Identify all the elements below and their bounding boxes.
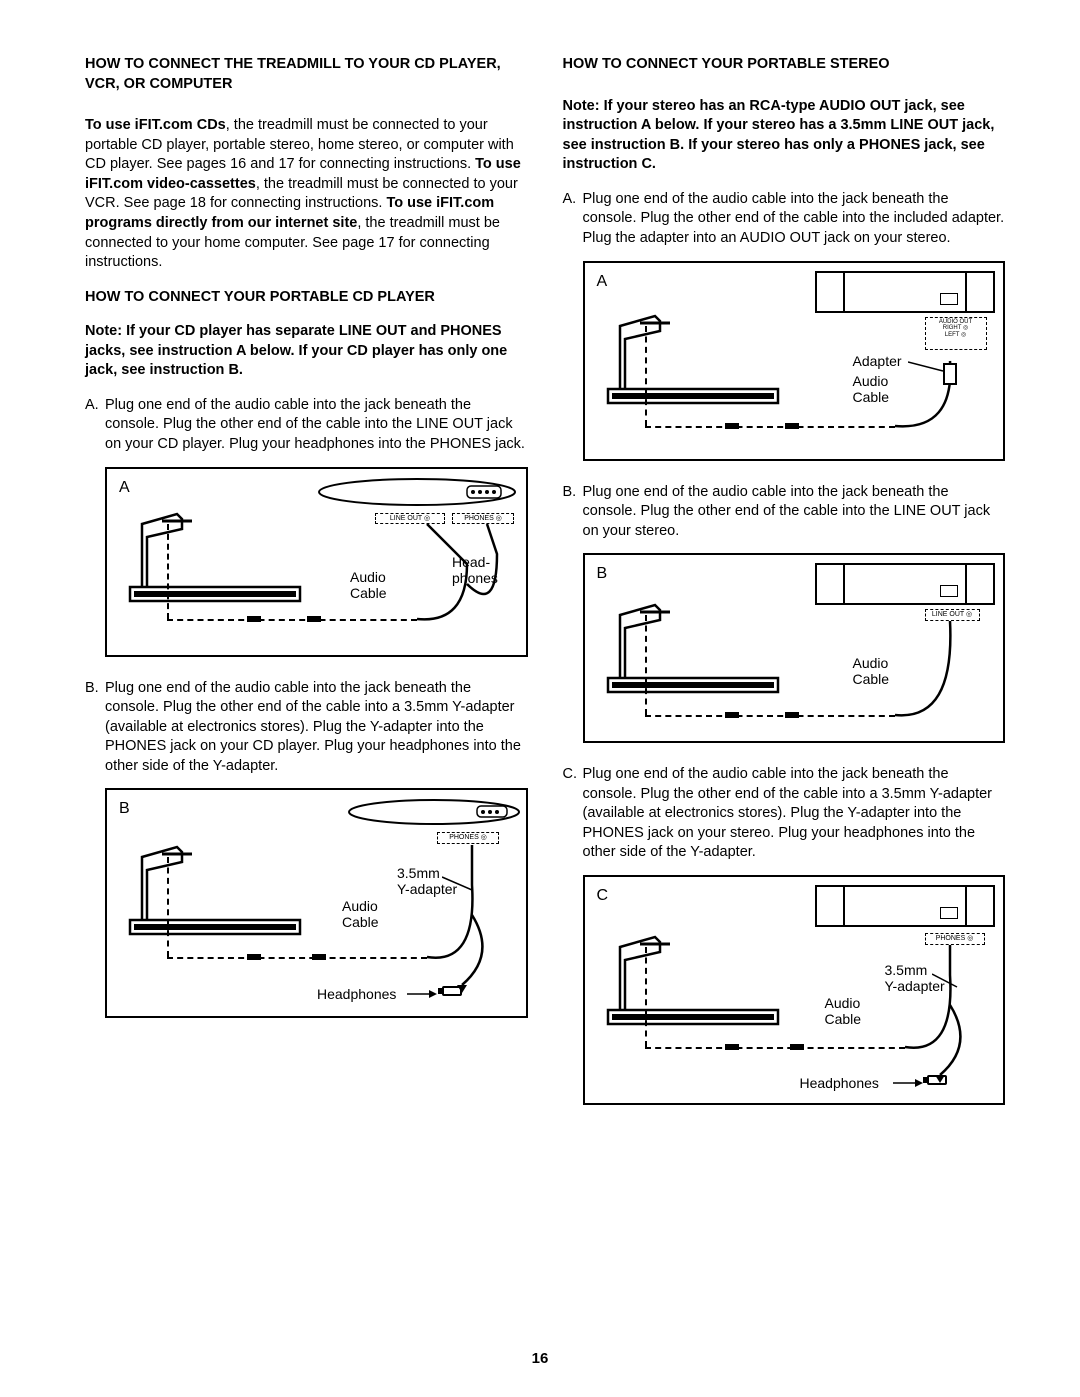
plug-icon bbox=[790, 1044, 804, 1050]
lineout-jack: LINE OUT bbox=[925, 609, 980, 621]
phones-jack: PHONES bbox=[437, 832, 499, 844]
left-intro: To use iFIT.com CDs, the treadmill must … bbox=[85, 116, 528, 273]
fig-label: B bbox=[119, 798, 130, 820]
marker-b: B. bbox=[563, 483, 583, 542]
audio-cable bbox=[167, 619, 417, 621]
fig-label: A bbox=[597, 271, 608, 293]
audio-cable-label: Audio Cable bbox=[342, 898, 379, 930]
plug-icon bbox=[785, 712, 799, 718]
fig-label: B bbox=[597, 563, 608, 585]
plug-icon bbox=[307, 616, 321, 622]
cable-down bbox=[645, 326, 647, 426]
marker-c: C. bbox=[563, 765, 583, 863]
treadmill-icon bbox=[600, 600, 800, 710]
stereo-inner bbox=[843, 885, 967, 927]
left-heading: HOW TO CONNECT THE TREADMILL TO YOUR CD … bbox=[85, 55, 528, 94]
left-item-a: A. Plug one end of the audio cable into … bbox=[85, 396, 528, 455]
cable-down bbox=[167, 524, 169, 619]
phones-jack: PHONES bbox=[452, 513, 514, 525]
stereo-inner bbox=[843, 271, 967, 313]
plug-icon bbox=[785, 423, 799, 429]
plug-icon bbox=[247, 954, 261, 960]
fig-label: C bbox=[597, 885, 609, 907]
plug-icon bbox=[247, 616, 261, 622]
lead-line bbox=[442, 872, 482, 892]
left-figure-a: A LINE OUT PHONES bbox=[105, 467, 528, 657]
treadmill-icon bbox=[122, 842, 322, 952]
cable-down bbox=[167, 857, 169, 957]
right-heading: HOW TO CONNECT YOUR PORTABLE STEREO bbox=[563, 55, 1006, 75]
audio-cable-label: Audio Cable bbox=[350, 569, 387, 601]
cable-curve bbox=[885, 621, 975, 721]
cdplayer-icon bbox=[317, 477, 517, 507]
plug-icon bbox=[725, 1044, 739, 1050]
lead-line bbox=[932, 969, 967, 989]
right-figure-a: A AUDIO OUT RIGHT LEFT bbox=[583, 261, 1006, 461]
stereo-detail bbox=[940, 585, 958, 597]
arrow-icon bbox=[407, 988, 437, 1000]
stereo-detail bbox=[940, 293, 958, 305]
plug-icon bbox=[725, 423, 739, 429]
right-figure-c: C PHONES 3.5mm Y-adapter Audio Cable H bbox=[583, 875, 1006, 1105]
headphones-label: Head- phones bbox=[452, 554, 498, 586]
right-item-c: C. Plug one end of the audio cable into … bbox=[563, 765, 1006, 863]
audio-cable-label: Audio Cable bbox=[825, 995, 862, 1027]
plug-icon bbox=[725, 712, 739, 718]
marker-a: A. bbox=[85, 396, 105, 455]
headphones-icon bbox=[927, 1075, 947, 1085]
left-note-1: Note: If your CD player has separate LIN… bbox=[85, 322, 528, 381]
left-subheading-1: HOW TO CONNECT YOUR PORTABLE CD PLAYER bbox=[85, 288, 528, 308]
phones-jack: PHONES bbox=[925, 933, 985, 945]
text-b: Plug one end of the audio cable into the… bbox=[583, 483, 1006, 542]
treadmill-icon bbox=[600, 932, 800, 1042]
text-c: Plug one end of the audio cable into the… bbox=[583, 765, 1006, 863]
cable-down bbox=[645, 615, 647, 715]
left-item-b: B. Plug one end of the audio cable into … bbox=[85, 679, 528, 777]
arrow-icon bbox=[893, 1077, 923, 1089]
plug-icon bbox=[312, 954, 326, 960]
right-item-a: A. Plug one end of the audio cable into … bbox=[563, 190, 1006, 249]
lineout-jack: LINE OUT bbox=[375, 513, 445, 525]
headphones-label: Headphones bbox=[317, 986, 396, 1002]
treadmill-icon bbox=[600, 311, 800, 421]
marker-b: B. bbox=[85, 679, 105, 777]
audioout-jack: AUDIO OUT RIGHT LEFT bbox=[925, 317, 987, 350]
text-b: Plug one end of the audio cable into the… bbox=[105, 679, 528, 777]
right-item-b: B. Plug one end of the audio cable into … bbox=[563, 483, 1006, 542]
cable-down bbox=[645, 947, 647, 1047]
page-number: 16 bbox=[0, 1349, 1080, 1369]
adapter-label: Adapter bbox=[853, 353, 902, 369]
audio-cable-label: Audio Cable bbox=[853, 373, 890, 405]
marker-a: A. bbox=[563, 190, 583, 249]
right-column: HOW TO CONNECT YOUR PORTABLE STEREO Note… bbox=[563, 55, 1006, 1127]
left-column: HOW TO CONNECT THE TREADMILL TO YOUR CD … bbox=[85, 55, 528, 1127]
audio-cable bbox=[167, 957, 427, 959]
treadmill-icon bbox=[122, 509, 322, 619]
text-a: Plug one end of the audio cable into the… bbox=[583, 190, 1006, 249]
headphones-label: Headphones bbox=[800, 1075, 879, 1091]
fig-label: A bbox=[119, 477, 130, 499]
right-note: Note: If your stereo has an RCA-type AUD… bbox=[563, 97, 1006, 175]
stereo-inner bbox=[843, 563, 967, 605]
cdplayer-icon bbox=[347, 798, 522, 826]
audio-cable bbox=[645, 715, 895, 717]
right-figure-b: B LINE OUT Audio Cable bbox=[583, 553, 1006, 743]
headphones-icon bbox=[442, 986, 462, 996]
text-a: Plug one end of the audio cable into the… bbox=[105, 396, 528, 455]
stereo-detail bbox=[940, 907, 958, 919]
audio-cable-label: Audio Cable bbox=[853, 655, 890, 687]
audio-cable bbox=[645, 426, 895, 428]
intro-bold-1: To use iFIT.com CDs bbox=[85, 117, 226, 133]
left-figure-b: B PHONES Audio Cable 3 bbox=[105, 788, 528, 1018]
audio-cable bbox=[645, 1047, 905, 1049]
lead-line bbox=[908, 359, 948, 374]
